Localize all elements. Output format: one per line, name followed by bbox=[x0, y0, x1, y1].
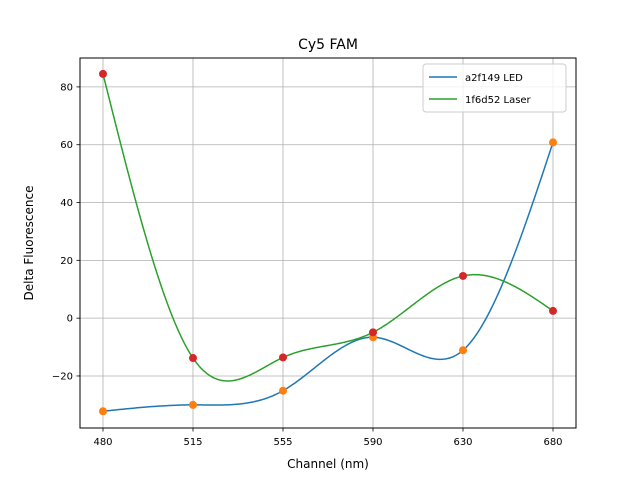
y-tick-label: 0 bbox=[67, 314, 73, 325]
y-tick-label: 60 bbox=[60, 140, 73, 151]
data-point-2 bbox=[99, 69, 107, 78]
data-point-1 bbox=[189, 400, 197, 409]
data-point-2 bbox=[459, 271, 467, 280]
data-point-2 bbox=[279, 353, 287, 362]
legend-box bbox=[422, 63, 567, 113]
series-layer bbox=[102, 73, 554, 412]
data-point-1 bbox=[279, 386, 287, 395]
y-tick-label: −20 bbox=[52, 371, 73, 382]
data-point-1 bbox=[549, 138, 557, 147]
y-tick-label: 40 bbox=[60, 198, 73, 209]
x-tick-label: 555 bbox=[273, 437, 292, 448]
x-tick-label: 515 bbox=[183, 437, 202, 448]
legend-label: a2f149 LED bbox=[465, 73, 523, 84]
axes-frame bbox=[79, 57, 577, 429]
series-line-1 bbox=[102, 142, 554, 412]
y-tick-label: 20 bbox=[60, 256, 73, 267]
grid bbox=[80, 58, 576, 428]
ticks: 480 515 555 590 630 680 −20 0 20 40 60 80 bbox=[52, 82, 563, 448]
data-point-2 bbox=[189, 354, 197, 363]
x-tick-label: 590 bbox=[363, 437, 382, 448]
data-point-1 bbox=[99, 407, 107, 416]
x-axis-label: Channel (nm) bbox=[287, 457, 369, 471]
y-axis-label: Delta Fluorescence bbox=[22, 186, 36, 301]
legend-label: 1f6d52 Laser bbox=[465, 95, 532, 106]
y-tick-label: 80 bbox=[60, 82, 73, 93]
marker-layer bbox=[99, 69, 557, 416]
x-tick-label: 480 bbox=[93, 437, 112, 448]
legend: a2f149 LED 1f6d52 Laser bbox=[422, 63, 567, 113]
chart-title: Cy5 FAM bbox=[298, 37, 358, 53]
series-line-2 bbox=[102, 73, 554, 382]
x-tick-label: 680 bbox=[543, 437, 562, 448]
data-point-2 bbox=[369, 328, 377, 337]
x-tick-label: 630 bbox=[453, 437, 472, 448]
data-point-1 bbox=[459, 346, 467, 355]
data-point-2 bbox=[549, 306, 557, 315]
